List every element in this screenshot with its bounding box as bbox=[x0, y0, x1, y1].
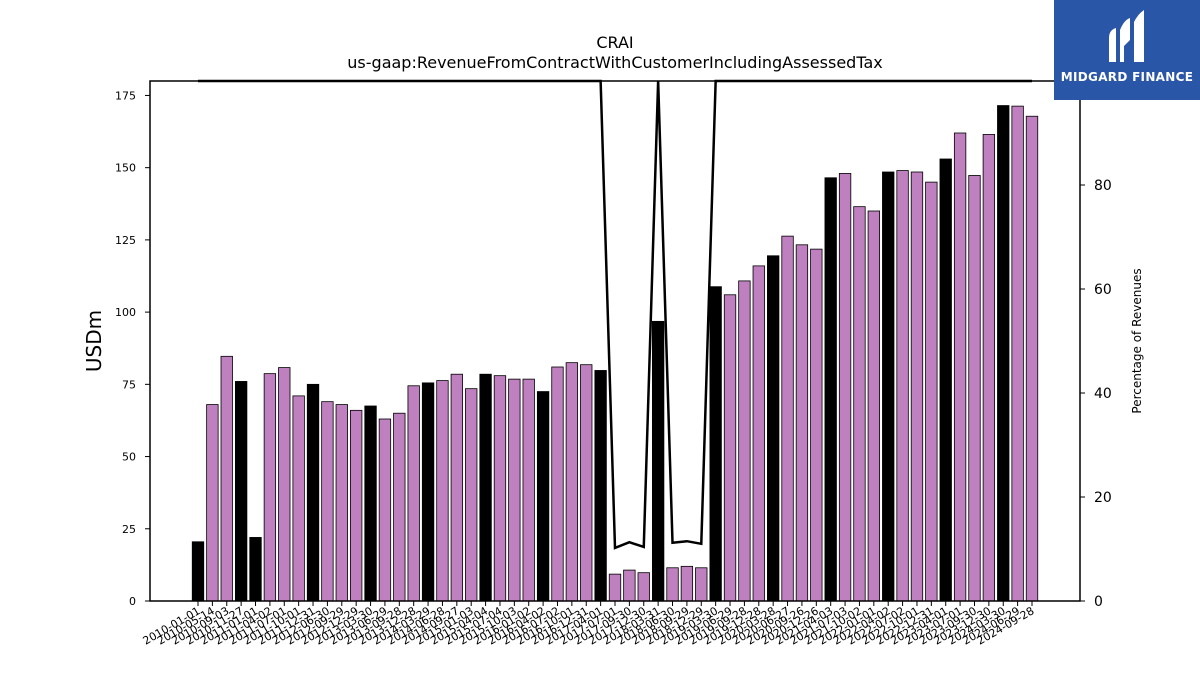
bar bbox=[292, 395, 305, 602]
bar bbox=[982, 134, 996, 602]
bar bbox=[465, 388, 478, 602]
bar bbox=[594, 370, 607, 602]
bar bbox=[536, 391, 550, 602]
bar bbox=[867, 210, 880, 602]
bar bbox=[378, 418, 392, 602]
bar bbox=[580, 364, 593, 602]
bar bbox=[925, 181, 938, 602]
bar bbox=[939, 158, 952, 602]
y2-tick-label: 60 bbox=[1094, 282, 1112, 298]
y-tick-label: 25 bbox=[122, 523, 136, 536]
bar bbox=[479, 373, 492, 602]
brand-name: MIDGARD FINANCE bbox=[1060, 70, 1194, 84]
bar bbox=[767, 255, 780, 602]
y-tick-label: 175 bbox=[115, 89, 136, 102]
bar bbox=[335, 404, 348, 602]
bar bbox=[551, 366, 564, 602]
bar bbox=[350, 409, 363, 602]
bar bbox=[824, 177, 837, 602]
bar bbox=[623, 569, 636, 602]
y-tick-label: 75 bbox=[122, 378, 136, 391]
y2-tick-label: 0 bbox=[1094, 594, 1103, 610]
bar bbox=[651, 320, 665, 602]
bar bbox=[723, 294, 737, 602]
chart-subtitle: us-gaap:RevenueFromContractWithCustomerI… bbox=[347, 53, 882, 72]
logo-mark-icon bbox=[1109, 10, 1144, 62]
bar bbox=[321, 401, 334, 602]
bar bbox=[637, 572, 650, 602]
bar bbox=[680, 565, 694, 602]
bar bbox=[493, 375, 507, 602]
y2-tick-label: 40 bbox=[1094, 386, 1112, 402]
y-tick-label: 0 bbox=[129, 595, 136, 608]
bar bbox=[421, 382, 435, 602]
bar bbox=[882, 171, 895, 602]
bar bbox=[364, 405, 377, 602]
plot-area: 02550751001251501750204060801002010-01-0… bbox=[115, 74, 1121, 648]
bar bbox=[508, 378, 521, 602]
bar bbox=[853, 206, 866, 602]
chart-title: CRAI bbox=[596, 33, 633, 52]
bar bbox=[278, 367, 291, 602]
bar bbox=[968, 175, 981, 602]
bar bbox=[249, 537, 262, 602]
bar bbox=[436, 380, 449, 602]
bar bbox=[263, 373, 277, 602]
bar bbox=[695, 567, 708, 602]
bar bbox=[191, 541, 205, 602]
bar bbox=[407, 385, 420, 602]
bar bbox=[1025, 115, 1039, 602]
y-tick-label: 150 bbox=[115, 162, 136, 175]
bar bbox=[838, 173, 852, 602]
bar bbox=[795, 244, 809, 602]
bar bbox=[810, 248, 823, 602]
y-tick-label: 125 bbox=[115, 234, 136, 247]
y2-tick-label: 80 bbox=[1094, 178, 1112, 194]
brand-logo: MIDGARD FINANCE bbox=[1054, 0, 1200, 100]
bar bbox=[608, 573, 622, 602]
bar bbox=[752, 265, 765, 602]
bar bbox=[666, 567, 679, 602]
y-tick-label: 50 bbox=[122, 451, 136, 464]
bar bbox=[450, 373, 463, 602]
y2-axis-label: Percentage of Revenues bbox=[1130, 268, 1144, 413]
bar bbox=[234, 381, 248, 602]
y-axis-label: USDm bbox=[82, 310, 106, 372]
bar bbox=[953, 132, 967, 602]
bar bbox=[393, 412, 406, 602]
bar bbox=[738, 280, 751, 602]
bar bbox=[306, 383, 320, 602]
bar bbox=[781, 235, 794, 602]
bar bbox=[220, 355, 233, 602]
bar bbox=[997, 105, 1010, 602]
bar bbox=[565, 362, 579, 602]
bar bbox=[709, 286, 722, 602]
bar bbox=[896, 170, 909, 602]
bar bbox=[206, 404, 219, 602]
bar bbox=[522, 378, 535, 602]
bar bbox=[910, 171, 924, 602]
y2-tick-label: 20 bbox=[1094, 490, 1112, 506]
y-tick-label: 100 bbox=[115, 306, 136, 319]
bar bbox=[1011, 105, 1024, 602]
